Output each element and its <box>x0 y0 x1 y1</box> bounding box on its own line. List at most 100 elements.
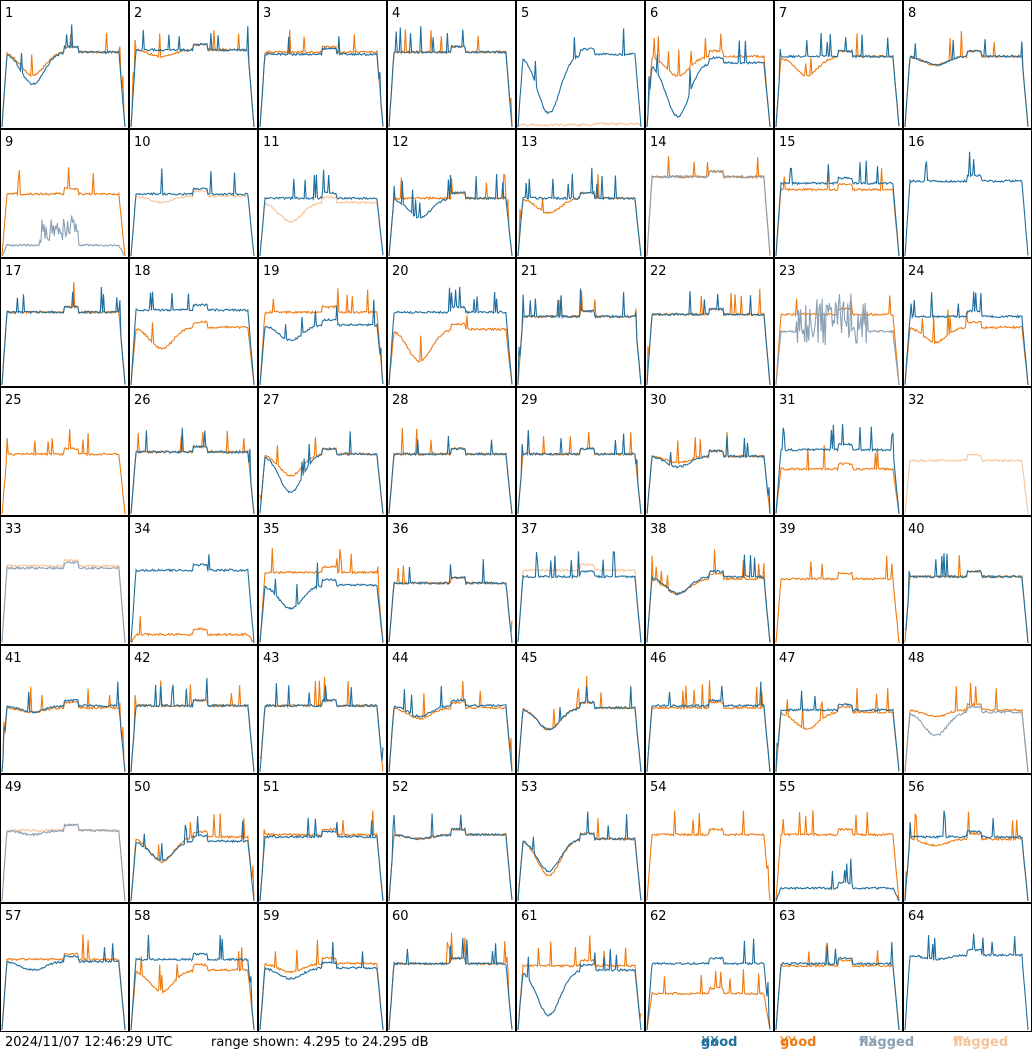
timestamp: 2024/11/07 12:46:29 UTC <box>5 1035 173 1050</box>
panel-frame <box>387 258 516 387</box>
antenna-panel: 32 <box>903 387 1032 516</box>
panel-label: 19 <box>263 264 280 279</box>
panel-label: 23 <box>779 264 796 279</box>
antenna-panel: 60 <box>387 903 516 1032</box>
xx-spectrum-line <box>646 681 771 773</box>
xx-spectrum-line <box>259 562 384 643</box>
panel-frame <box>258 387 387 516</box>
xx-spectrum-line <box>259 169 384 257</box>
antenna-panel: 27 <box>258 387 387 516</box>
panel-label: 47 <box>779 651 796 666</box>
antenna-panel: 25 <box>0 387 129 516</box>
xx-spectrum-line <box>388 937 513 1031</box>
panel-label: 12 <box>392 135 409 150</box>
panel-frame <box>258 0 387 129</box>
panel-label: 37 <box>521 522 538 537</box>
xx-spectrum-line <box>775 293 900 385</box>
antenna-panel: 3 <box>258 0 387 129</box>
yy-spectrum-line <box>775 555 900 644</box>
panel-frame <box>903 129 1032 258</box>
antenna-panel: 6 <box>645 0 774 129</box>
xx-spectrum-line <box>1 24 126 128</box>
xx-spectrum-line <box>388 286 513 385</box>
yy-spectrum-line <box>388 315 513 386</box>
antenna-panel: 31 <box>774 387 903 516</box>
panel-label: 62 <box>650 909 667 924</box>
antenna-panel: 61 <box>516 903 645 1032</box>
yy-spectrum-line <box>517 935 642 1030</box>
antenna-panel: 50 <box>129 774 258 903</box>
xx-spectrum-line <box>388 685 513 773</box>
antenna-panel: 56 <box>903 774 1032 903</box>
panel-label: 59 <box>263 909 280 924</box>
xx-spectrum-line <box>775 423 900 515</box>
panel-label: 53 <box>521 780 538 795</box>
xx-spectrum-line <box>646 554 771 643</box>
xx-spectrum-line <box>1 822 126 902</box>
footer: 2024/11/07 12:46:29 UTC range shown: 4.2… <box>0 1033 1033 1053</box>
xx-spectrum-line <box>130 816 255 902</box>
antenna-panel: 42 <box>129 645 258 774</box>
xx-spectrum-line <box>259 817 384 902</box>
xx-spectrum-line <box>1 215 126 257</box>
xx-spectrum-line <box>388 813 513 902</box>
antenna-panel: 16 <box>903 129 1032 258</box>
panel-frame <box>0 387 129 516</box>
antenna-panel: 18 <box>129 258 258 387</box>
panel-label: 1 <box>5 6 13 21</box>
panel-label: 17 <box>5 264 22 279</box>
panel-label: 20 <box>392 264 409 279</box>
panel-frame <box>0 516 129 645</box>
antenna-panel: 8 <box>903 0 1032 129</box>
panel-label: 34 <box>134 522 151 537</box>
panel-label: 43 <box>263 651 280 666</box>
panel-frame <box>903 903 1032 1032</box>
yy-spectrum-line <box>130 320 255 386</box>
xx-spectrum-line <box>904 291 1029 386</box>
antenna-panel: 26 <box>129 387 258 516</box>
panel-label: 28 <box>392 393 409 408</box>
antenna-panel: 30 <box>645 387 774 516</box>
yy-spectrum-line <box>904 453 1029 515</box>
yy-spectrum-line <box>1 428 126 515</box>
panel-label: 40 <box>908 522 925 537</box>
yy-spectrum-line <box>775 942 900 1031</box>
panel-frame <box>0 774 129 903</box>
yy-spectrum-line <box>646 680 771 772</box>
panel-label: 29 <box>521 393 538 408</box>
xx-spectrum-line <box>1 681 126 773</box>
panel-label: 27 <box>263 393 280 408</box>
panel-label: 42 <box>134 651 151 666</box>
yy-spectrum-line <box>1 686 126 773</box>
xx-spectrum-line <box>259 683 384 773</box>
panel-frame <box>516 258 645 387</box>
panel-label: 22 <box>650 264 667 279</box>
antenna-panel: 13 <box>516 129 645 258</box>
xx-spectrum-line <box>1 943 126 1031</box>
panel-label: 5 <box>521 6 529 21</box>
xx-spectrum-line <box>904 151 1029 256</box>
antenna-panel: 24 <box>903 258 1032 387</box>
panel-label: 6 <box>650 6 658 21</box>
xx-spectrum-line <box>130 554 255 643</box>
xx-spectrum-line <box>904 933 1029 1031</box>
panel-label: 52 <box>392 780 409 795</box>
panel-label: 33 <box>5 522 22 537</box>
antenna-panel: 22 <box>645 258 774 387</box>
yy-spectrum-line <box>775 810 900 902</box>
panel-frame <box>903 258 1032 387</box>
xx-spectrum-line <box>388 173 513 257</box>
antenna-panel: 44 <box>387 645 516 774</box>
panel-label: 24 <box>908 264 925 279</box>
xx-spectrum-line <box>388 435 513 515</box>
antenna-panel: 51 <box>258 774 387 903</box>
xx-spectrum-line <box>775 160 900 257</box>
yy-spectrum-line <box>775 164 900 257</box>
xx-spectrum-line <box>1 286 126 385</box>
antenna-panel: 7 <box>774 0 903 129</box>
antenna-panel: 58 <box>129 903 258 1032</box>
panel-label: 50 <box>134 780 151 795</box>
yy-spectrum-line <box>904 811 1029 902</box>
panel-label: 54 <box>650 780 667 795</box>
xx-spectrum-line <box>259 299 384 385</box>
